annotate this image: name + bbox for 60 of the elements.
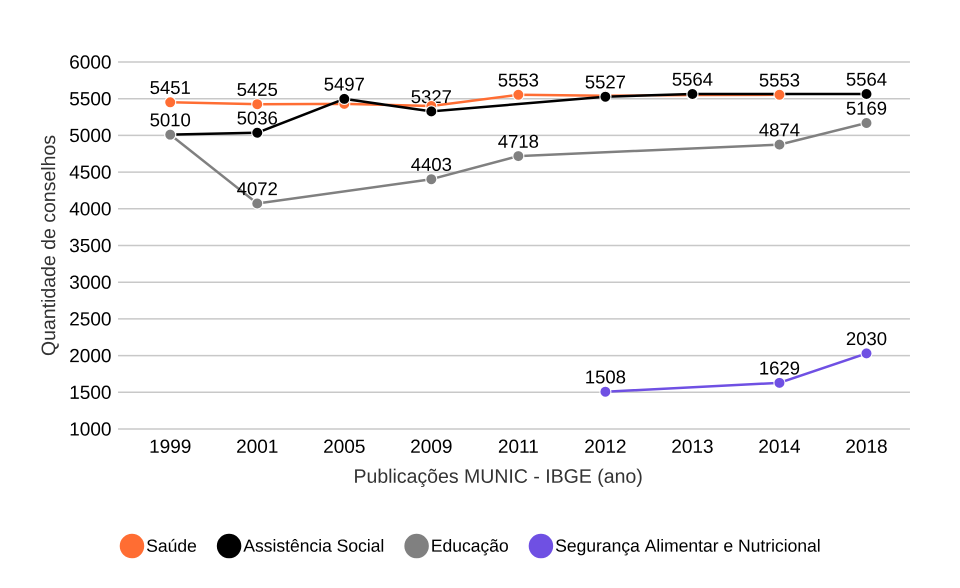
data-label: 5553	[498, 74, 538, 87]
x-tick-label: 2005	[324, 440, 365, 453]
legend-label: Educação	[432, 538, 508, 556]
point	[251, 98, 264, 110]
y-tick-label: 2500	[70, 312, 111, 326]
legend-label: Assistência Social	[243, 538, 384, 552]
x-tick-label: 2012	[585, 440, 626, 453]
x-tick-label: 2001	[237, 440, 278, 453]
point	[251, 126, 264, 139]
point	[860, 88, 872, 100]
point	[512, 88, 524, 101]
x-tick-label: 2018	[846, 440, 887, 453]
x-tick-label: 2011	[498, 440, 538, 453]
data-label: 5425	[237, 82, 278, 96]
point	[773, 376, 786, 389]
y-tick-label: 3000	[70, 275, 111, 289]
data-label: 1629	[760, 362, 800, 375]
point	[425, 105, 438, 118]
y-tick-label: 4500	[70, 165, 111, 179]
data-label: 5036	[237, 111, 278, 125]
legend-label: Saúde	[147, 538, 196, 552]
point	[338, 92, 350, 105]
x-tick-label: 2009	[411, 440, 452, 453]
data-label: 5527	[586, 75, 626, 89]
x-axis-title: Publicações MUNIC - IBGE (ano)	[355, 468, 642, 487]
point	[773, 88, 786, 101]
data-label: 5451	[150, 81, 190, 94]
y-tick-label: 3500	[70, 238, 111, 252]
point	[860, 116, 872, 129]
data-label: 5553	[760, 74, 800, 87]
data-label: 4403	[411, 158, 452, 172]
data-label: 4874	[759, 123, 800, 136]
x-tick-label: 2014	[759, 440, 800, 453]
data-label: 5010	[150, 113, 190, 126]
point	[599, 386, 612, 398]
data-label: 5564	[672, 72, 712, 86]
legend-label: Segurança Alimentar e Nutricional	[556, 538, 820, 556]
x-tick-label: 2013	[672, 440, 713, 453]
data-label: 4072	[237, 182, 277, 196]
point	[512, 150, 524, 162]
y-tick-label: 4000	[70, 202, 111, 216]
point	[773, 138, 786, 151]
y-axis-title: Quantidade de conselhos	[40, 136, 59, 356]
point	[251, 198, 264, 210]
data-label: 1508	[586, 370, 626, 384]
point	[164, 96, 176, 108]
data-label: 5497	[324, 78, 364, 91]
y-tick-label: 5500	[70, 92, 111, 106]
point	[425, 173, 438, 186]
point	[860, 347, 872, 360]
y-tick-label: 6000	[70, 55, 111, 69]
y-tick-label: 2000	[70, 348, 111, 362]
data-label: 5564	[846, 72, 887, 86]
y-tick-label: 1000	[70, 422, 111, 436]
data-label: 5169	[846, 102, 886, 115]
x-tick-label: 1999	[150, 440, 190, 453]
y-tick-label: 5000	[70, 128, 111, 142]
data-label: 2030	[846, 332, 886, 346]
data-label: 4718	[498, 134, 538, 148]
y-tick-label: 1500	[70, 386, 111, 400]
